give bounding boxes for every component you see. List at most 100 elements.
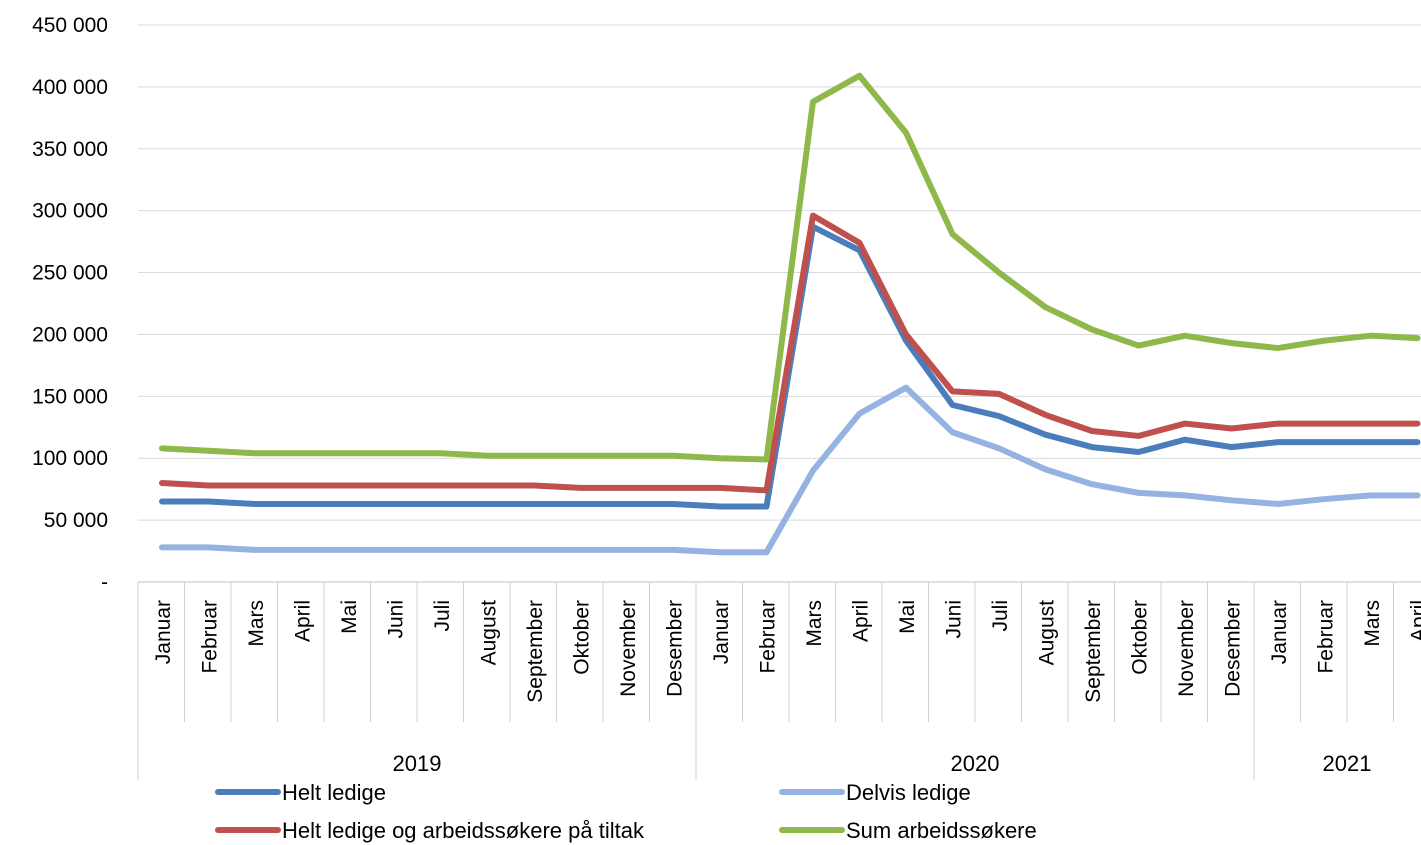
- data-point: [1370, 423, 1372, 425]
- data-point: [998, 415, 1000, 417]
- data-point: [1091, 483, 1093, 485]
- x-tick-label: Januar: [152, 600, 175, 664]
- x-tick-label: April: [1408, 600, 1421, 642]
- data-point: [1231, 342, 1232, 344]
- data-point: [766, 505, 767, 507]
- data-point: [1091, 328, 1093, 330]
- data-point: [1277, 347, 1279, 349]
- data-point: [766, 489, 767, 491]
- data-point: [440, 484, 442, 486]
- x-tick-label: April: [850, 600, 873, 642]
- data-point: [1324, 498, 1325, 500]
- data-point: [208, 546, 209, 548]
- data-point: [487, 503, 488, 505]
- data-point: [580, 455, 581, 457]
- data-point: [673, 549, 674, 551]
- data-point: [301, 503, 302, 505]
- data-point: [952, 390, 953, 392]
- data-point: [626, 549, 628, 551]
- y-tick-label: -: [101, 571, 108, 594]
- x-tick-label: Desember: [1222, 600, 1245, 697]
- y-tick-label: 300 000: [32, 200, 108, 223]
- y-tick-label: 150 000: [32, 385, 108, 408]
- data-point: [1184, 439, 1186, 441]
- x-tick-label: November: [1175, 600, 1198, 697]
- y-tick-label: 50 000: [44, 509, 108, 532]
- data-point: [673, 455, 674, 457]
- legend-label: Helt ledige og arbeidssøkere på tiltak: [282, 818, 645, 843]
- data-point: [952, 233, 953, 235]
- x-tick-label: Februar: [199, 600, 222, 674]
- data-point: [394, 503, 395, 505]
- data-point: [347, 452, 349, 454]
- data-point: [1370, 335, 1372, 337]
- x-tick-label: Desember: [664, 600, 687, 697]
- data-point: [347, 484, 349, 486]
- data-point: [440, 452, 442, 454]
- x-tick-label: Mars: [803, 600, 826, 647]
- data-point: [254, 503, 256, 505]
- gridlines: [138, 24, 1421, 521]
- data-point: [533, 455, 535, 457]
- x-group-label: 2020: [951, 751, 1000, 776]
- x-tick-label: Mars: [1361, 600, 1384, 647]
- legend: Helt ledige Delvis ledige Helt ledige og a…: [215, 780, 1037, 843]
- data-point: [533, 484, 535, 486]
- data-point: [580, 487, 581, 489]
- data-point: [905, 387, 907, 389]
- x-tick-label: Februar: [757, 600, 780, 674]
- data-point: [1138, 345, 1139, 347]
- data-point: [812, 215, 814, 217]
- data-point: [1324, 441, 1325, 443]
- y-axis: - 50 000 100 000 150 000 200 000 250 000 300 0…: [32, 14, 108, 594]
- data-point: [394, 484, 395, 486]
- data-point: [347, 549, 349, 551]
- series-lines: [159, 72, 1421, 556]
- y-tick-label: 400 000: [32, 76, 108, 99]
- x-tick-label: Januar: [710, 600, 733, 664]
- data-point: [952, 431, 953, 433]
- x-tick-label: Juli: [431, 600, 454, 632]
- data-point: [208, 501, 209, 503]
- data-point: [998, 272, 1000, 274]
- y-tick-label: 450 000: [32, 14, 108, 37]
- x-tick-label: Februar: [1315, 600, 1338, 674]
- data-point: [1091, 446, 1093, 448]
- x-tick-label: August: [478, 600, 501, 666]
- series-line-2: [159, 212, 1421, 494]
- x-tick-label: September: [524, 600, 547, 703]
- data-point: [812, 101, 814, 103]
- data-point: [1184, 494, 1186, 496]
- data-point: [1138, 435, 1139, 437]
- data-point: [301, 452, 302, 454]
- data-point: [208, 484, 209, 486]
- data-point: [394, 452, 395, 454]
- x-tick-label: Mai: [896, 600, 919, 634]
- data-point: [673, 503, 674, 505]
- data-point: [1417, 441, 1418, 443]
- data-point: [394, 549, 395, 551]
- data-point: [254, 549, 256, 551]
- series-line-1: [159, 384, 1421, 556]
- series-line-3: [159, 72, 1421, 463]
- y-tick-label: 250 000: [32, 262, 108, 285]
- data-point: [1417, 494, 1418, 496]
- x-tick-label: Juli: [989, 600, 1012, 632]
- y-tick-label: 100 000: [32, 447, 108, 470]
- data-point: [673, 487, 674, 489]
- data-point: [812, 470, 814, 472]
- data-point: [905, 333, 907, 335]
- data-point: [905, 340, 907, 342]
- data-point: [533, 503, 535, 505]
- data-point: [1231, 428, 1232, 430]
- data-point: [580, 549, 581, 551]
- x-tick-label: Oktober: [571, 600, 594, 675]
- x-tick-label: April: [292, 600, 315, 642]
- data-point: [719, 551, 721, 553]
- data-point: [301, 549, 302, 551]
- legend-label: Helt ledige: [282, 780, 386, 805]
- data-point: [301, 484, 302, 486]
- x-tick-label: Juni: [943, 600, 966, 639]
- data-point: [1277, 423, 1279, 425]
